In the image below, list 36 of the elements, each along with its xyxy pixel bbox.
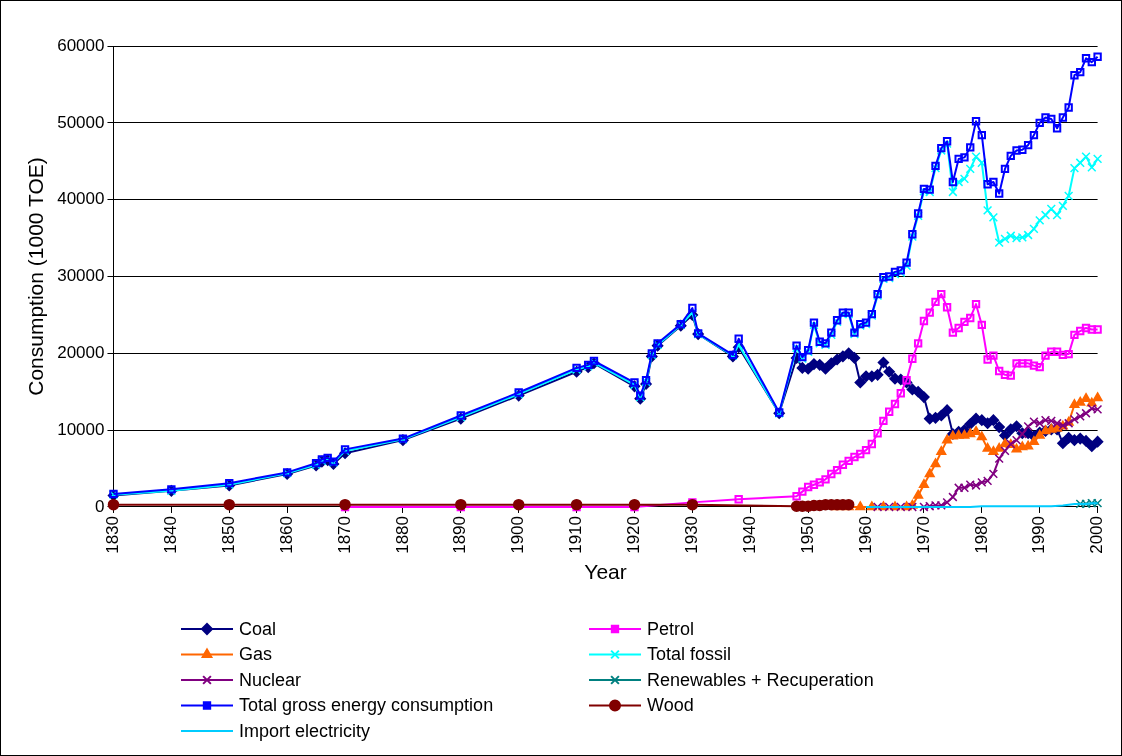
x-tick-label: 2000: [1087, 515, 1107, 554]
legend-label: Nuclear: [239, 669, 302, 690]
x-tick-label: 1970: [913, 515, 933, 554]
x-tick-label: 1870: [334, 515, 354, 554]
x-tick-label: 1880: [392, 515, 412, 554]
y-tick-label: 20000: [57, 343, 105, 363]
y-axis-title: Consumption (1000 TOE): [24, 157, 48, 396]
x-tick-label: 1920: [624, 515, 644, 554]
x-tick-label: 1960: [855, 515, 875, 554]
y-tick-label: 50000: [57, 112, 105, 132]
legend-label: Gas: [239, 644, 273, 665]
x-tick-label: 1900: [508, 515, 528, 554]
x-tick-label: 1990: [1029, 515, 1049, 554]
y-tick-label: 10000: [57, 419, 105, 439]
y-tick-label: 60000: [57, 35, 105, 55]
x-tick-label: 1950: [797, 515, 817, 554]
x-tick-label: 1830: [103, 515, 123, 554]
y-tick-label: 0: [95, 496, 105, 516]
x-tick-label: 1930: [682, 515, 702, 554]
legend-label: Petrol: [647, 618, 695, 639]
legend-label: Total gross energy consumption: [239, 695, 494, 716]
legend-label: Total fossil: [647, 644, 732, 665]
legend-label: Renewables + Recuperation: [647, 669, 874, 690]
x-tick-label: 1910: [566, 515, 586, 554]
legend-label: Coal: [239, 618, 277, 639]
x-tick-label: 1890: [450, 515, 470, 554]
legend-label: Wood: [647, 695, 694, 716]
y-tick-label: 40000: [57, 189, 105, 209]
x-tick-label: 1840: [161, 515, 181, 554]
legend-label: Import electricity: [239, 720, 371, 741]
x-tick-label: 1860: [276, 515, 296, 554]
x-tick-label: 1980: [971, 515, 991, 554]
y-tick-label: 30000: [57, 266, 105, 286]
x-tick-label: 1940: [739, 515, 759, 554]
x-axis-title: Year: [584, 560, 627, 584]
x-tick-label: 1850: [218, 515, 238, 554]
